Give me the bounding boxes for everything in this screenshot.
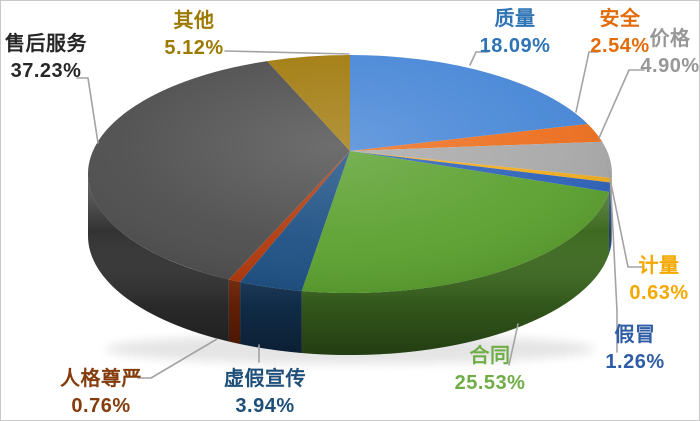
slice-percent: 4.90% (640, 55, 700, 77)
slice-label: 其他 5.12% (164, 8, 223, 62)
slice-percent: 0.76% (71, 395, 131, 417)
slice-name: 价格 (649, 28, 691, 50)
slice-label: 假冒 1.26% (605, 322, 664, 376)
slice-name: 质量 (494, 8, 536, 30)
leader-line (137, 338, 218, 379)
leader-line (469, 51, 489, 66)
slice-label: 安全 2.54% (590, 6, 649, 60)
leader-line (508, 323, 519, 366)
slice-label: 售后服务 37.23% (5, 31, 87, 85)
slice-label: 计量 0.63% (629, 253, 688, 307)
slice-percent: 0.63% (629, 282, 689, 304)
slice-label: 价格 4.90% (640, 26, 699, 80)
slice-name: 其他 (173, 10, 215, 32)
slice-name: 虚假宣传 (224, 368, 306, 390)
slice-name: 人格尊严 (60, 368, 142, 390)
slice-label: 质量 18.09% (480, 6, 551, 60)
slice-name: 售后服务 (5, 33, 87, 55)
slice-name: 安全 (599, 8, 641, 30)
slice-name: 计量 (638, 255, 680, 277)
leader-line (606, 163, 645, 268)
slice-percent: 37.23% (10, 60, 82, 82)
pie-top-sheen (88, 55, 612, 293)
slice-percent: 2.54% (590, 35, 650, 57)
slice-name: 假冒 (614, 324, 656, 346)
slice-percent: 18.09% (479, 35, 551, 57)
slice-percent: 25.53% (454, 372, 526, 394)
leader-line (224, 50, 350, 55)
slice-label: 虚假宣传 3.94% (224, 366, 306, 420)
slice-label: 合同 25.53% (455, 343, 526, 397)
leader-line (598, 69, 645, 139)
slice-percent: 3.94% (235, 395, 295, 417)
slice-name: 合同 (469, 345, 511, 367)
slice-percent: 5.12% (164, 37, 224, 59)
leader-line (609, 170, 618, 353)
slice-label: 人格尊严 0.76% (60, 366, 142, 420)
leader-line (575, 51, 599, 113)
slice-percent: 1.26% (605, 351, 665, 373)
pie-wall-shading (88, 174, 612, 356)
leader-line (76, 77, 99, 144)
